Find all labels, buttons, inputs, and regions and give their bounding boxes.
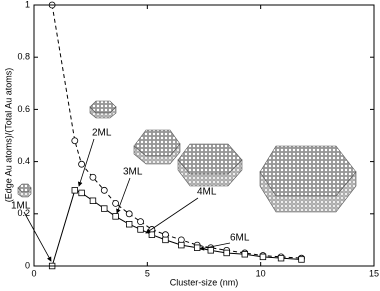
annotation-arrow (116, 177, 131, 214)
annotation: 3ML (123, 167, 143, 178)
plot-frame (33, 4, 375, 267)
point (193, 244, 201, 251)
x-tick-label: 5 (145, 268, 150, 278)
cluster-images (17, 100, 357, 213)
point (71, 187, 78, 194)
point (137, 218, 144, 226)
point (125, 210, 133, 218)
point (298, 256, 305, 263)
point (71, 137, 79, 145)
y-tick-label: 0 (25, 260, 30, 270)
annotation: 1ML (11, 201, 31, 212)
point (277, 254, 285, 262)
annotation: 2ML (92, 128, 112, 139)
point (78, 160, 85, 168)
x-tick-label: 10 (256, 268, 266, 278)
point (223, 249, 230, 257)
series-line (51, 4, 302, 259)
point (112, 213, 119, 220)
point (112, 199, 119, 207)
point (207, 247, 214, 254)
annotation-arrow (77, 138, 95, 187)
x-tick-label: 15 (369, 268, 379, 278)
plot-area: 0 5 10 15 0 0.2 0.4 0.6 0.8 1 (17, 0, 379, 278)
y-tick-label: 0.4 (17, 156, 30, 166)
point (162, 236, 169, 244)
y-tick-label: 0.6 (17, 104, 30, 114)
annotation-arrow (145, 197, 199, 234)
x-tick-label: 0 (31, 268, 36, 278)
x-axis-label: Cluster-size (nm) (170, 277, 239, 287)
y-tick-label: 0.2 (17, 208, 30, 218)
point (126, 221, 133, 228)
annotation-arrow (199, 242, 231, 251)
y-axis-label: (Edge Au atoms)/(Total Au atoms) (3, 68, 13, 203)
point (178, 241, 185, 249)
y-tick-label: 1 (25, 0, 30, 9)
annotation-arrow (23, 211, 52, 262)
point (78, 189, 85, 197)
point (89, 197, 97, 204)
annotation: 4ML (197, 187, 217, 198)
point (241, 251, 248, 258)
point (89, 173, 97, 181)
point (100, 186, 108, 194)
point (101, 205, 108, 212)
annotations: 1ML 2ML 3ML 4ML 6ML (11, 128, 250, 262)
point (137, 226, 144, 233)
y-tick-label: 0.8 (17, 52, 30, 62)
point (148, 231, 156, 238)
point (259, 253, 267, 261)
annotation: 6ML (230, 233, 250, 244)
